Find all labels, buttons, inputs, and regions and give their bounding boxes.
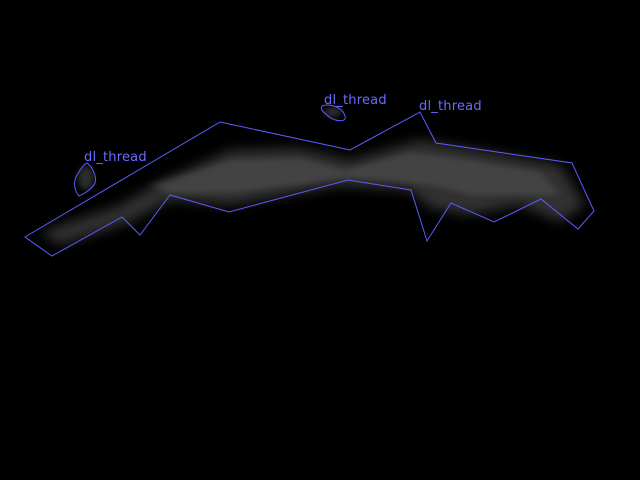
region-label: dl_thread bbox=[419, 99, 482, 114]
region-outline-small-top[interactable] bbox=[320, 104, 346, 122]
small-blob-texture bbox=[324, 107, 342, 117]
small-blob-texture bbox=[78, 166, 94, 190]
region-outline-small-left[interactable] bbox=[74, 162, 96, 197]
region-outline-thread-main[interactable] bbox=[24, 111, 595, 257]
annotation-outlines bbox=[24, 104, 595, 257]
region-label: dl_thread bbox=[324, 93, 387, 108]
region-label: dl_thread bbox=[84, 150, 147, 165]
annotation-labels: dl_thread dl_thread dl_thread bbox=[84, 93, 482, 165]
image-texture-core bbox=[150, 152, 560, 195]
